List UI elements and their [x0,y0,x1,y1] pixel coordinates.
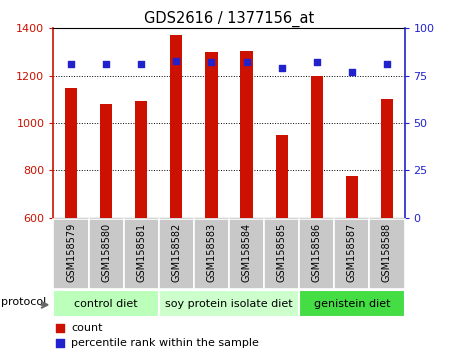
Text: GSM158582: GSM158582 [171,223,181,282]
Bar [100,104,112,218]
Bar [88,219,124,289]
Bar [299,290,405,317]
Point [173,58,180,63]
Text: GSM158588: GSM158588 [382,223,392,282]
Text: genistein diet: genistein diet [313,298,390,309]
Bar [53,219,88,289]
Text: GSM158580: GSM158580 [101,223,111,282]
Bar [264,219,299,289]
Text: GSM158579: GSM158579 [66,223,76,282]
Text: percentile rank within the sample: percentile rank within the sample [71,338,259,348]
Bar [159,219,194,289]
Bar [124,219,159,289]
Text: GSM158587: GSM158587 [347,223,357,282]
Point [208,59,215,65]
Bar [346,176,358,218]
Point [57,325,64,330]
Point [102,62,110,67]
Bar [206,52,218,218]
Point [348,69,356,75]
Text: GSM158583: GSM158583 [206,223,217,282]
Text: count: count [71,322,102,332]
Bar [229,219,264,289]
Point [57,341,64,346]
Text: protocol: protocol [1,297,46,307]
Text: GSM158585: GSM158585 [277,223,287,282]
Title: GDS2616 / 1377156_at: GDS2616 / 1377156_at [144,11,314,27]
Bar [370,219,405,289]
Point [243,59,250,65]
Bar [381,99,393,218]
Text: GSM158586: GSM158586 [312,223,322,282]
Text: control diet: control diet [74,298,138,309]
Bar [65,87,77,218]
Bar [170,35,182,218]
Point [138,62,145,67]
Bar [159,290,299,317]
Point [383,62,391,67]
Point [313,59,320,65]
Bar [311,76,323,218]
Bar [194,219,229,289]
Text: GSM158584: GSM158584 [241,223,252,282]
Bar [334,219,370,289]
Bar [135,101,147,218]
Bar [276,135,288,218]
Point [67,62,75,67]
Text: soy protein isolate diet: soy protein isolate diet [165,298,293,309]
Bar [240,51,252,218]
Point [278,65,286,71]
Bar [299,219,334,289]
Bar [53,290,159,317]
Text: GSM158581: GSM158581 [136,223,146,282]
